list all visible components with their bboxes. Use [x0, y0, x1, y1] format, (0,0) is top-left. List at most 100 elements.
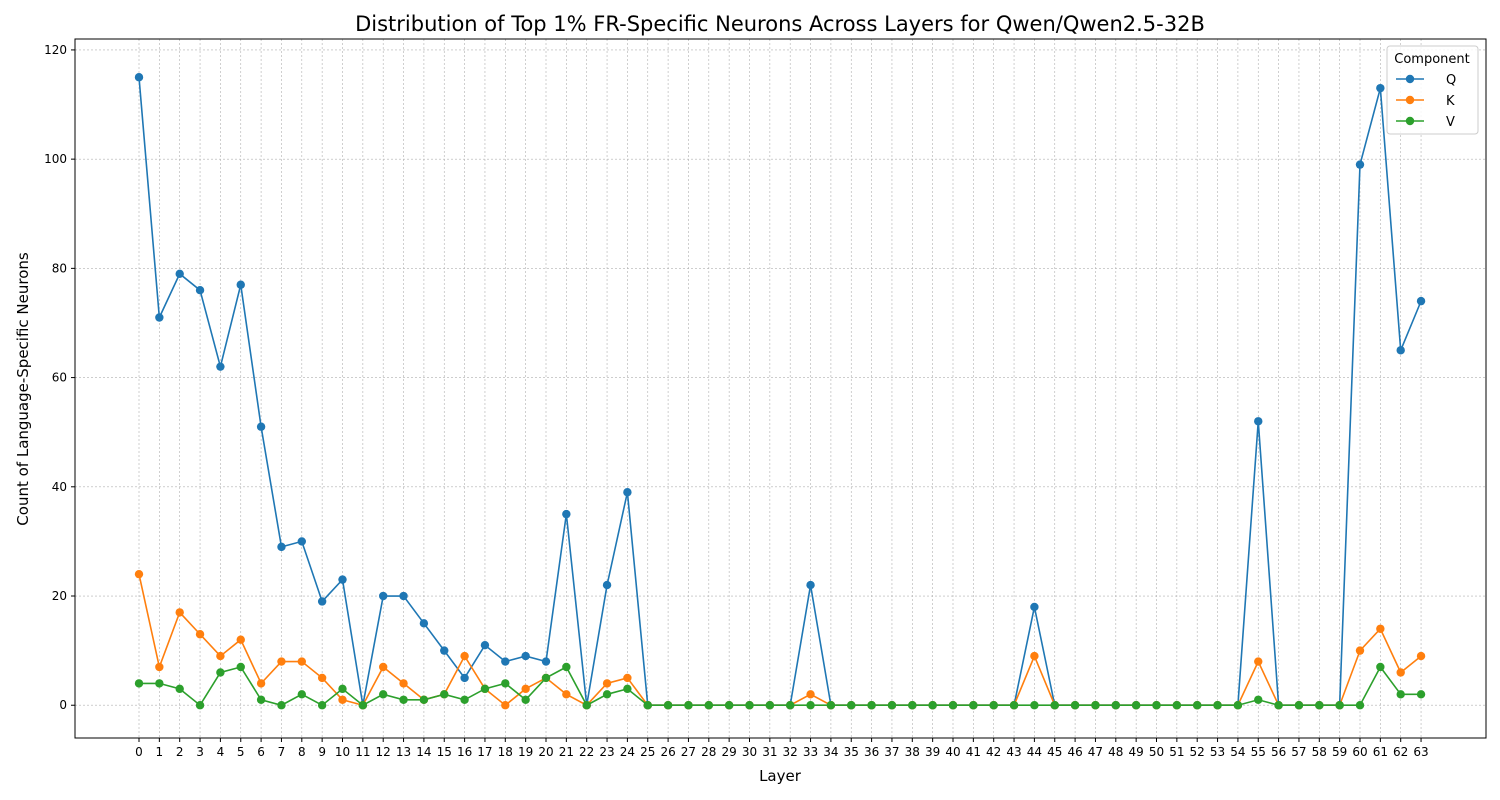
data-point-k	[297, 657, 306, 666]
data-point-q	[256, 422, 266, 431]
series-line-k	[138, 573, 1422, 707]
x-tick-label: 9	[318, 745, 326, 759]
x-tick-label: 15	[437, 745, 452, 759]
data-point-v	[155, 679, 164, 688]
x-tick-label: 10	[335, 745, 350, 759]
x-tick-label: 29	[722, 745, 737, 759]
data-point-k	[155, 662, 164, 672]
data-point-v	[480, 684, 490, 694]
x-tick-label: 7	[278, 745, 286, 759]
legend-marker	[1405, 74, 1415, 84]
data-point-v	[847, 701, 856, 710]
x-axis-label: Layer	[759, 767, 802, 785]
y-tick-label: 120	[44, 43, 67, 57]
x-tick-label: 1	[156, 745, 164, 759]
data-point-q	[623, 488, 632, 497]
data-point-v	[704, 701, 713, 710]
data-point-k	[277, 657, 286, 666]
data-point-k	[216, 651, 225, 661]
data-point-q	[562, 509, 571, 519]
data-point-v	[379, 690, 388, 699]
data-point-k	[602, 679, 612, 688]
y-tick-label: 100	[44, 152, 67, 166]
data-point-k	[521, 684, 530, 694]
y-tick-label: 20	[52, 589, 67, 603]
x-tick-label: 5	[237, 745, 245, 759]
x-tick-label: 6	[257, 745, 265, 759]
data-point-k	[562, 690, 571, 699]
legend-box	[1386, 45, 1479, 135]
x-tick-label: 60	[1352, 745, 1367, 759]
x-tick-label: 22	[579, 745, 594, 759]
data-point-q	[317, 597, 327, 606]
data-point-v	[786, 701, 795, 710]
x-tick-label: 14	[416, 745, 431, 759]
data-point-v	[1193, 701, 1202, 710]
data-point-v	[724, 701, 734, 710]
data-point-v	[1131, 701, 1141, 710]
x-tick-label: 44	[1027, 745, 1042, 759]
data-point-v	[419, 695, 429, 704]
data-point-k	[399, 679, 408, 688]
data-point-k	[806, 690, 815, 699]
legend-item-k: K	[1396, 94, 1455, 109]
data-point-v	[826, 701, 836, 710]
data-point-q	[440, 646, 449, 655]
data-point-v	[623, 684, 632, 694]
data-point-v	[806, 701, 815, 710]
data-point-v	[399, 695, 408, 704]
data-point-v	[440, 690, 449, 699]
data-point-q	[297, 537, 306, 546]
x-tick-label: 62	[1393, 745, 1408, 759]
data-point-k	[1355, 646, 1365, 655]
x-tick-label: 31	[762, 745, 777, 759]
x-tick-label: 43	[1006, 745, 1021, 759]
data-point-k	[1376, 624, 1385, 633]
x-tick-label: 46	[1067, 745, 1082, 759]
data-point-q	[480, 640, 490, 650]
data-point-v	[765, 701, 775, 710]
grid	[75, 39, 1486, 738]
x-tick-label: 16	[457, 745, 472, 759]
series-q	[134, 73, 1426, 710]
data-point-q	[338, 575, 347, 584]
x-tick-label: 38	[905, 745, 920, 759]
legend-label: K	[1446, 94, 1455, 109]
x-tick-label: 3	[196, 745, 204, 759]
x-tick-label: 27	[681, 745, 696, 759]
x-tick-label: 49	[1129, 745, 1144, 759]
data-point-v	[948, 701, 958, 710]
x-tick-label: 32	[783, 745, 798, 759]
x-tick-label: 24	[620, 745, 635, 759]
data-point-k	[623, 673, 632, 683]
data-point-v	[1172, 701, 1182, 710]
data-point-v	[317, 701, 327, 710]
data-point-v	[541, 673, 551, 683]
legend-marker	[1405, 116, 1415, 126]
data-point-k	[460, 651, 469, 661]
x-tick-label: 56	[1271, 745, 1286, 759]
x-tick-label: 45	[1047, 745, 1062, 759]
data-point-v	[989, 701, 998, 710]
x-tick-label: 8	[298, 745, 306, 759]
data-point-v	[684, 701, 693, 710]
data-point-v	[1070, 701, 1080, 710]
x-tick-label: 39	[925, 745, 940, 759]
data-point-v	[867, 701, 876, 710]
y-tick-label: 80	[52, 261, 67, 275]
data-point-v	[1030, 701, 1039, 710]
data-point-v	[195, 701, 205, 710]
data-point-v	[969, 701, 978, 710]
data-point-v	[1274, 701, 1283, 710]
data-point-k	[317, 673, 327, 683]
x-tick-label: 33	[803, 745, 818, 759]
x-tick-label: 37	[884, 745, 899, 759]
x-tick-label: 47	[1088, 745, 1103, 759]
data-point-v	[1233, 701, 1243, 710]
data-point-v	[663, 701, 673, 710]
x-tick-label: 12	[376, 745, 391, 759]
data-point-k	[195, 630, 205, 639]
data-point-q	[521, 651, 530, 661]
plot-area	[74, 38, 1487, 739]
data-point-q	[1376, 83, 1385, 93]
